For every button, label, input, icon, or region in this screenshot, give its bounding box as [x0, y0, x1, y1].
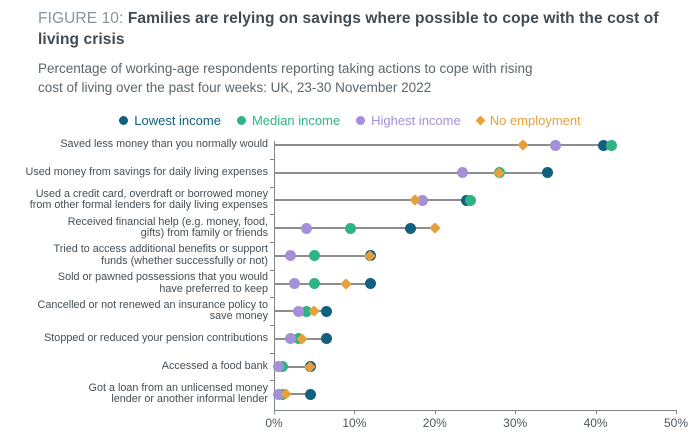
y-axis-tick — [270, 241, 274, 243]
figure-subtitle: Percentage of working-age respondents re… — [38, 61, 533, 95]
data-point — [465, 194, 477, 206]
category-label: Accessed a food bank — [2, 353, 268, 381]
data-point — [320, 333, 332, 345]
data-point — [300, 222, 312, 234]
data-point — [288, 278, 300, 289]
figure-title-text: Families are relying on savings where po… — [38, 10, 659, 48]
figure-title: FIGURE 10: Families are relying on savin… — [38, 8, 688, 50]
y-axis-tick — [270, 214, 274, 216]
stem-line — [274, 282, 371, 285]
data-point — [308, 250, 320, 262]
category-label-text: Sold or pawned possessions that you woul… — [57, 270, 268, 295]
category-label-text: Got a loan from an unlicensed money lende… — [88, 381, 268, 406]
category-label-text: Stopped or reduced your pension contribu… — [44, 332, 268, 345]
x-tick-label: 50% — [663, 416, 689, 430]
y-axis-tick — [270, 325, 274, 327]
x-tick-label: 0% — [265, 416, 283, 430]
category-label: Got a loan from an unlicensed money lende… — [2, 380, 268, 408]
data-point — [292, 305, 304, 317]
category-label-text: Accessed a food bank — [161, 359, 268, 372]
data-point — [457, 167, 469, 179]
category-label: Stopped or reduced your pension contribu… — [2, 325, 268, 353]
stem-line — [274, 393, 311, 396]
legend-item: No employment — [475, 113, 581, 128]
x-axis-tick — [274, 410, 275, 414]
category-label-text: Received financial help (e.g. money, foo… — [67, 215, 268, 240]
data-point — [320, 305, 332, 317]
y-axis-tick — [270, 158, 274, 160]
category-label-text: Saved less money than you normally would — [60, 138, 268, 151]
legend-item-label: No employment — [489, 113, 581, 128]
y-axis-tick — [270, 269, 274, 271]
category-label: Cancelled or not renewed an insurance po… — [2, 297, 268, 325]
y-axis-tick — [270, 352, 274, 354]
legend-item: Highest income — [356, 113, 461, 128]
x-tick-label: 10% — [342, 416, 367, 430]
category-label-text: Used a credit card, overdraft or borrowe… — [29, 187, 268, 212]
data-point — [517, 139, 529, 151]
category-label-text: Tried to access additional benefits or s… — [53, 243, 268, 267]
data-point — [300, 305, 312, 317]
chart-legend: Lowest income Median income Highest income… — [0, 113, 700, 128]
stem-line — [274, 365, 311, 368]
data-point — [272, 388, 284, 400]
data-point — [284, 333, 296, 345]
category-label: Tried to access additional benefits or s… — [2, 242, 268, 270]
data-point — [549, 139, 561, 151]
stem-line — [274, 199, 471, 202]
data-point — [417, 194, 429, 206]
x-axis-tick — [595, 410, 597, 414]
x-tick-label: 40% — [583, 416, 608, 430]
x-axis-line — [274, 410, 677, 411]
stem-line — [274, 171, 548, 174]
legend-item: Median income — [236, 113, 341, 128]
data-point — [405, 222, 417, 234]
data-point — [429, 222, 441, 234]
category-label-text: Cancelled or not renewed an insurance po… — [37, 298, 268, 323]
legend-item-label: Lowest income — [134, 113, 221, 128]
x-tick-label: 30% — [503, 416, 528, 430]
stem-line — [274, 144, 612, 146]
x-tick-label: 20% — [422, 416, 447, 430]
legend-item-label: Highest income — [371, 113, 461, 128]
data-point — [606, 139, 618, 151]
data-point — [272, 361, 284, 373]
category-label-text: Used money from savings for daily living… — [25, 165, 268, 178]
circle-marker-icon — [236, 116, 246, 125]
legend-item: Lowest income — [119, 113, 221, 128]
data-point — [304, 388, 316, 400]
data-point — [284, 250, 296, 262]
x-axis-tick — [354, 410, 356, 414]
data-point — [344, 222, 356, 234]
x-axis-tick — [515, 410, 517, 414]
y-axis-tick — [270, 297, 274, 299]
category-label: Saved less money than you normally would — [2, 131, 268, 159]
data-point — [541, 167, 553, 179]
legend-item-label: Median income — [251, 113, 341, 128]
category-label: Received financial help (e.g. money, foo… — [2, 214, 268, 242]
x-axis-tick — [676, 410, 677, 414]
data-point — [364, 278, 376, 289]
circle-marker-icon — [356, 116, 366, 125]
y-axis-line — [274, 141, 275, 410]
circle-marker-icon — [119, 116, 129, 125]
figure-header: FIGURE 10: Families are relying on savin… — [38, 8, 688, 97]
stem-line — [274, 254, 371, 257]
y-axis-tick — [270, 186, 274, 188]
x-axis-tick — [434, 410, 436, 414]
data-point — [340, 277, 353, 290]
category-label: Sold or pawned possessions that you woul… — [2, 270, 268, 298]
figure-number-label: FIGURE 10: — [38, 10, 128, 27]
category-label: Used money from savings for daily living… — [2, 159, 268, 187]
data-point — [308, 278, 320, 289]
data-point — [598, 139, 610, 151]
y-axis-tick — [270, 380, 274, 382]
category-label: Used a credit card, overdraft or borrowe… — [2, 186, 268, 214]
